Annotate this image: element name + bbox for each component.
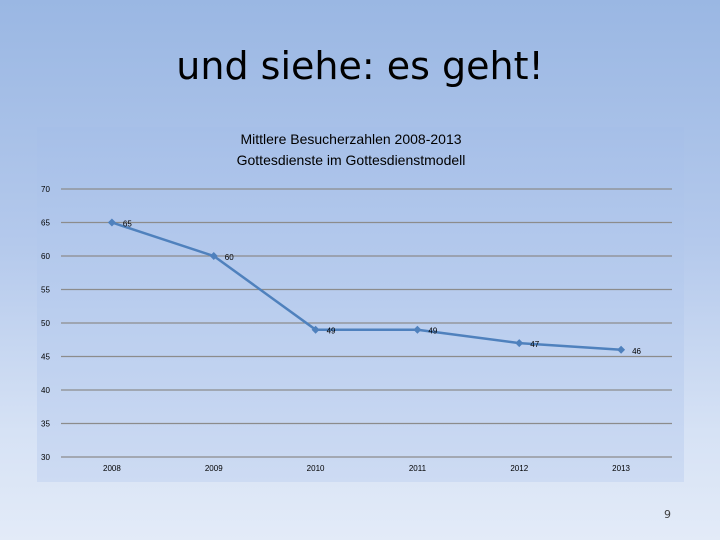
y-tick-label: 40	[41, 386, 50, 395]
line-chart: Mittlere Besucherzahlen 2008-2013 Gottes…	[41, 131, 672, 473]
y-tick-label: 35	[41, 420, 50, 429]
x-tick-label: 2013	[612, 464, 630, 473]
y-tick-label: 60	[41, 252, 50, 261]
series-line	[111, 221, 622, 352]
data-label: 46	[632, 347, 641, 356]
x-tick-label: 2008	[103, 464, 121, 473]
data-label: 49	[428, 327, 437, 336]
chart-title-line-2: Gottesdienste im Gottesdienstmodell	[237, 152, 466, 168]
data-point-marker	[413, 325, 422, 334]
series-markers	[107, 218, 626, 354]
data-labels: 65 60 49 49 47 46	[123, 220, 642, 356]
x-axis-tick-labels: 2008 2009 2010 2011 2012 2013	[103, 464, 631, 473]
x-tick-label: 2010	[307, 464, 325, 473]
y-tick-label: 30	[41, 453, 50, 462]
data-label: 60	[225, 253, 234, 262]
data-point-marker	[311, 325, 320, 334]
data-point-marker	[209, 252, 218, 260]
data-label: 47	[530, 340, 539, 349]
chart-title-line-1: Mittlere Besucherzahlen 2008-2013	[240, 131, 461, 147]
gridlines	[61, 188, 672, 458]
y-tick-label: 55	[41, 286, 50, 295]
chart-panel: Mittlere Besucherzahlen 2008-2013 Gottes…	[37, 127, 684, 482]
series-line-path	[111, 221, 622, 352]
slide-title: und siehe: es geht!	[176, 44, 544, 88]
y-tick-label: 65	[41, 219, 50, 228]
y-tick-label: 45	[41, 353, 50, 362]
data-point-marker	[515, 339, 524, 348]
y-tick-label: 50	[41, 319, 50, 328]
x-tick-label: 2012	[510, 464, 528, 473]
data-label: 49	[327, 327, 336, 336]
y-tick-label: 70	[41, 185, 50, 194]
data-label: 65	[123, 220, 132, 229]
data-point-marker	[107, 218, 116, 227]
data-point-marker	[617, 345, 626, 354]
x-tick-label: 2011	[409, 464, 427, 473]
x-tick-label: 2009	[205, 464, 223, 473]
y-axis-tick-labels: 30 35 40 45 50 55 60 65 70	[41, 185, 50, 462]
slide-number: 9	[664, 508, 671, 521]
